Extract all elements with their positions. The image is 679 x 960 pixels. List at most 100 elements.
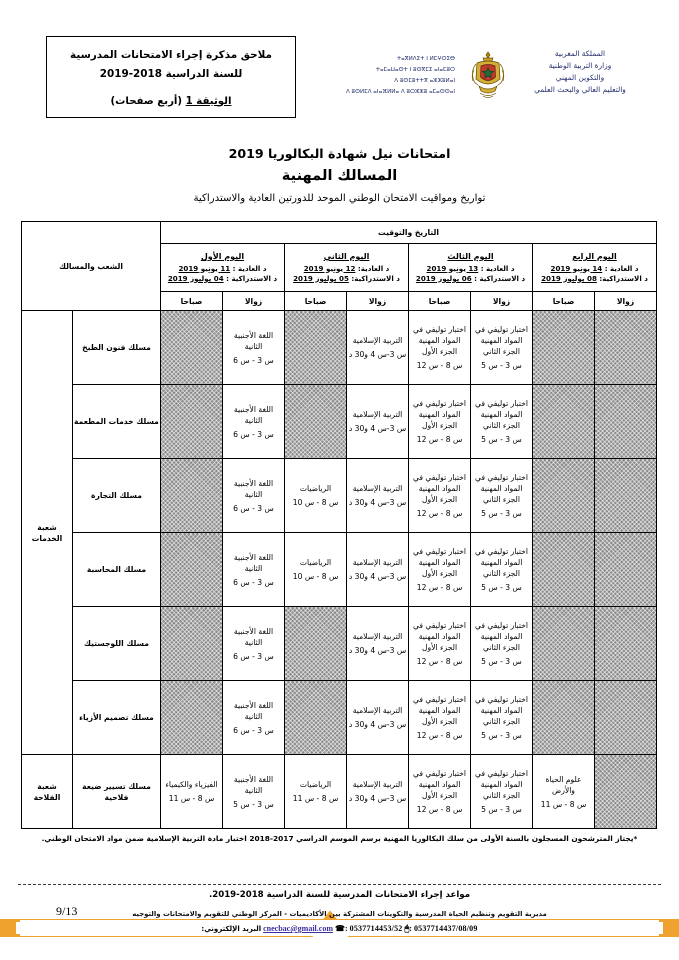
exam-time: س 3 - س 5 [481, 731, 522, 740]
exam-cell-d4m [532, 458, 595, 533]
day-2-normal-date: 12 يونيو 2019 [303, 263, 356, 273]
exam-subject: اللغة الأجنبية الثانية [233, 330, 274, 351]
table-footnote: *يجتاز المترشحون المسجلون بالسنة الأولى … [41, 834, 638, 843]
footer-divider [18, 884, 661, 885]
exam-subject: اختبار توليفي في المواد المهنية الجزء ال… [413, 547, 466, 578]
track-name: مسلك تصميم الأزياء [71, 680, 161, 755]
title-block: امتحانات نيل شهادة البكالوريا 2019 المسا… [0, 146, 679, 204]
exam-time: س 8 - س 12 [416, 435, 463, 444]
page-caption: تواريخ ومواقيت الامتحان الوطني الموحد لل… [193, 193, 486, 204]
exam-cell-d2m [284, 384, 347, 459]
exam-cell-d3a: اختبار توليفي في المواد المهنية الجزء ال… [470, 310, 533, 385]
day-3-morning-header: صباحا [408, 291, 471, 311]
exam-cell-d2m [284, 680, 347, 755]
exam-time: س 3 - س 5 [481, 435, 522, 444]
day-4-catchup-label: د الاستدراكية: [599, 273, 648, 283]
phone-number: 0537714453/52 [349, 924, 403, 933]
exam-subject: اختبار توليفي في المواد المهنية الجزء ال… [413, 769, 466, 800]
fax-number: 0537714437/08/09 [413, 924, 478, 933]
exam-time: س 3-س 4 و30 د [348, 498, 407, 507]
exam-cell-d2a: التربية الإسلامية س 3-س 4 و30 د [346, 532, 409, 607]
exam-cell-d1m [159, 532, 224, 607]
exam-cell-d1a: اللغة الأجنبية الثانية س 3 - س 6 [222, 384, 285, 459]
exam-subject: التربية الإسلامية [352, 558, 403, 567]
exam-time: س 8 - س 12 [416, 657, 463, 666]
exam-cell-d4m [532, 680, 595, 755]
day-3-normal-label: د العادية : [480, 263, 515, 273]
exam-time: س 3 - س 5 [481, 583, 522, 592]
track-name: مسلك التجارة [71, 458, 161, 533]
exam-time: س 3 - س 5 [481, 509, 522, 518]
day-4-normal-date: 14 يونيو 2019 [550, 263, 603, 273]
exam-cell-d2a: التربية الإسلامية س 3-س 4 و30 د [346, 384, 409, 459]
exam-cell-d3a: اختبار توليفي في المواد المهنية الجزء ال… [470, 754, 533, 829]
exam-cell-d1a: اللغة الأجنبية الثانية س 3 - س 6 [222, 680, 285, 755]
document-reference-box: ملاحق مذكرة إجراء الامتحانات المدرسية لل… [46, 36, 296, 118]
exam-time: س 8 - س 10 [292, 572, 339, 581]
exam-cell-d1a: اللغة الأجنبية الثانية س 3 - س 6 [222, 310, 285, 385]
exam-subject: اختبار توليفي في المواد المهنية الجزء ال… [413, 695, 466, 726]
exam-cell-d2m: الرياضيات س 8 - س 11 [284, 754, 347, 829]
exam-time: س 8 - س 12 [416, 509, 463, 518]
exam-cell-d2m [284, 606, 347, 681]
day-header-2: اليوم الثاني د العادية: 12 يونيو 2019 د … [284, 243, 409, 292]
footer-title: مواعد إجراء الامتحانات المدرسية للسنة ال… [208, 890, 471, 900]
exam-time: س 3 - س 6 [233, 355, 274, 365]
exam-cell-d3a: اختبار توليفي في المواد المهنية الجزء ال… [470, 384, 533, 459]
exam-subject: اختبار توليفي في المواد المهنية الجزء ال… [413, 325, 466, 356]
day-1-name: اليوم الأول [200, 251, 245, 261]
day-1-normal-date: 11 يونيو 2019 [178, 263, 231, 273]
exam-cell-d2a: التربية الإسلامية س 3-س 4 و30 د [346, 458, 409, 533]
exam-time: س 3 - س 6 [233, 503, 274, 513]
exam-cell-d2a: التربية الإسلامية س 3-س 4 و30 د [346, 310, 409, 385]
coat-of-arms-icon [471, 51, 505, 98]
day-1-normal-label: د العادية : [232, 263, 267, 273]
day-3-name: اليوم الثالث [447, 251, 494, 261]
exam-cell-d1m [159, 606, 224, 681]
exam-time: س 3-س 4 و30 د [348, 424, 407, 433]
day-4-morning-header: صباحا [532, 291, 595, 311]
exam-time: س 8 - س 12 [416, 805, 463, 814]
day-1-morning-header: صباحا [159, 291, 224, 311]
exam-cell-d4m [532, 384, 595, 459]
exam-subject: التربية الإسلامية [352, 632, 403, 641]
page-subtitle: المسالك المهنية [281, 167, 398, 184]
table-row: اختبار توليفي في المواد المهنية الجزء ال… [21, 532, 657, 607]
exam-time: س 3 - س 6 [233, 651, 274, 661]
doc-box-line-3: الوثيقة 1 (أربع صفحات) [55, 96, 287, 107]
ministry-tif-line-2: ⵜⴰⵎⴰⵡⴰⵙⵜ ⵏ ⵓⵙⴳⵎⵉ ⴰⵏⴰⵎⵓⵔ [375, 66, 455, 73]
exam-cell-d4a [594, 532, 657, 607]
footer-ribbon: مديرية التقويم وتنظيم الحياة المدرسية وا… [0, 906, 679, 954]
exam-subject: اختبار توليفي في المواد المهنية الجزء ال… [475, 621, 528, 652]
doc-box-label: الوثيقة 1 [185, 95, 232, 107]
exam-cell-d3a: اختبار توليفي في المواد المهنية الجزء ال… [470, 458, 533, 533]
exam-cell-d4m: علوم الحياة والأرض س 8 - س 11 [532, 754, 595, 829]
day-4-afternoon-header: زوالا [594, 291, 657, 311]
doc-box-line-2: للسنة الدراسية 2018-2019 [99, 68, 243, 81]
exam-cell-d4m [532, 532, 595, 607]
ribbon-banner-shape [0, 910, 679, 937]
exam-time: س 8 - س 12 [416, 361, 463, 370]
day-2-catchup: د الاستدراكية: 05 يوليوز 2019 [286, 274, 407, 284]
exam-time: س 3 - س 5 [233, 799, 274, 809]
day-1-catchup: د الاستدراكية : 04 يوليوز 2019 [162, 274, 283, 284]
page-header: ملاحق مذكرة إجراء الامتحانات المدرسية لل… [0, 0, 679, 132]
exam-time: س 3-س 4 و30 د [348, 794, 407, 803]
exam-time: س 3-س 4 و30 د [348, 350, 407, 359]
schedule-table-wrapper: التاريخ والتوقيت الشعب والمسالك اليوم ال… [20, 221, 658, 829]
email-address[interactable]: cnecbac@gmail.com [263, 924, 333, 933]
exam-cell-d1m [159, 680, 224, 755]
day-header-1: اليوم الأول د العادية : 11 يونيو 2019 د … [159, 243, 286, 292]
exam-time: س 8 - س 10 [292, 498, 339, 507]
exam-cell-d1a: اللغة الأجنبية الثانية س 3 - س 6 [222, 532, 285, 607]
exam-subject: اللغة الأجنبية الثانية [233, 404, 274, 425]
day-4-catchup-date: 08 يوليوز 2019 [541, 273, 597, 283]
exam-cell-d1m [159, 458, 224, 533]
ministry-identity-block: المملكة المغربية وزارة التربية الوطنية و… [305, 48, 639, 106]
exam-cell-d2a: التربية الإسلامية س 3-س 4 و30 د [346, 606, 409, 681]
exam-subject: اختبار توليفي في المواد المهنية الجزء ال… [413, 621, 466, 652]
exam-subject: اللغة الأجنبية الثانية [233, 552, 274, 573]
exam-time: س 8 - س 11 [540, 799, 587, 809]
day-2-afternoon-header: زوالا [346, 291, 409, 311]
